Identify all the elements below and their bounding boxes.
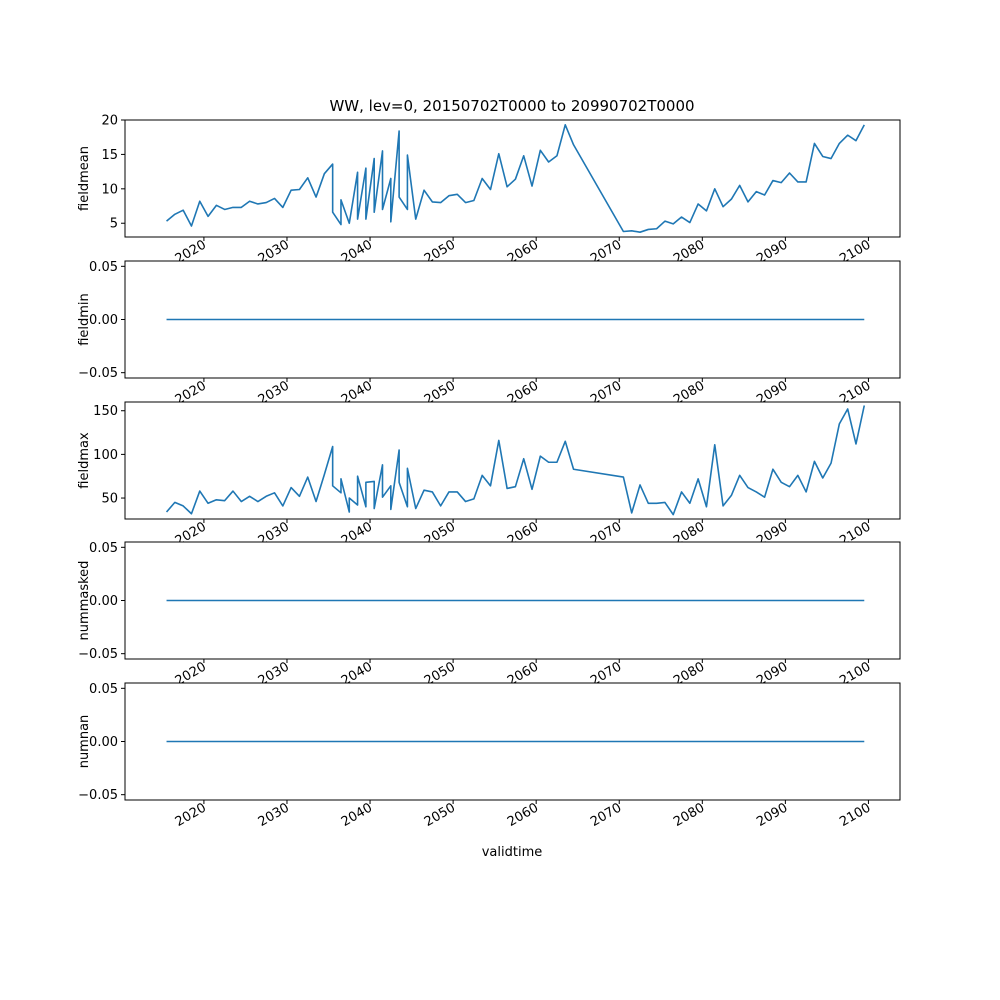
y-tick-label: 15: [101, 148, 118, 163]
axes-background: [125, 120, 900, 237]
axes-frame: [124, 119, 901, 238]
y-axis-label: fieldmin: [77, 293, 92, 346]
y-axis-label: numnan: [77, 715, 92, 769]
y-tick-label: 0.05: [89, 682, 118, 697]
y-tick-label: 10: [101, 182, 118, 197]
y-tick-label: 0.05: [89, 541, 118, 556]
y-tick-label: 150: [93, 404, 118, 419]
y-tick-label: 0.05: [89, 260, 118, 275]
y-axis-label: fieldmax: [77, 432, 92, 489]
y-tick-label: 20: [101, 114, 118, 129]
axes-frame: [124, 401, 901, 520]
series-line-fieldmean: [166, 124, 865, 233]
y-tick-label: 0.00: [89, 735, 118, 750]
y-tick-label: 100: [93, 448, 118, 463]
y-tick-label: −0.05: [78, 366, 118, 381]
y-tick-label: 50: [101, 492, 118, 507]
y-tick-label: 0.00: [89, 313, 118, 328]
y-tick-label: −0.05: [78, 788, 118, 803]
y-tick-label: 0.00: [89, 594, 118, 609]
y-tick-label: −0.05: [78, 647, 118, 662]
y-axis-label: fieldmean: [77, 146, 92, 211]
y-axis-label: nummasked: [77, 561, 92, 641]
series-line-fieldmax: [165, 405, 866, 516]
chart-title: WW, lev=0, 20150702T0000 to 20990702T000…: [329, 97, 694, 115]
y-tick-label: 5: [110, 217, 118, 232]
x-axis-label: validtime: [482, 845, 543, 860]
